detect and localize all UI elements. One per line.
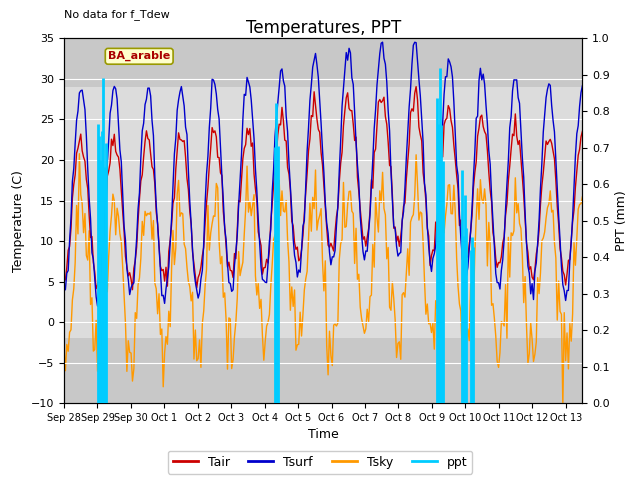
- Y-axis label: PPT (mm): PPT (mm): [616, 191, 628, 251]
- Title: Temperatures, PPT: Temperatures, PPT: [246, 19, 401, 37]
- Bar: [64, 87, 582, 338]
- Y-axis label: Temperature (C): Temperature (C): [12, 170, 26, 272]
- X-axis label: Time: Time: [308, 429, 339, 442]
- Text: BA_arable: BA_arable: [108, 51, 170, 61]
- Legend: Tair, Tsurf, Tsky, ppt: Tair, Tsurf, Tsky, ppt: [168, 451, 472, 474]
- Text: No data for f_Tdew: No data for f_Tdew: [64, 9, 170, 20]
